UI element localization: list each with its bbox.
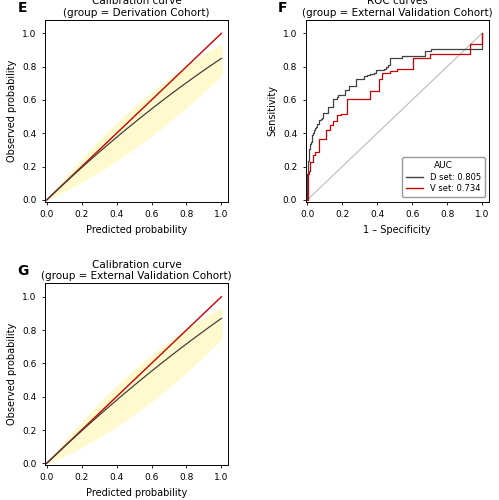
X-axis label: Predicted probability: Predicted probability [86,488,187,498]
Title: Calibration curve
(group = External Validation Cohort): Calibration curve (group = External Vali… [41,260,232,281]
X-axis label: Predicted probability: Predicted probability [86,224,187,234]
X-axis label: 1 – Specificity: 1 – Specificity [363,224,431,234]
Text: E: E [17,1,27,15]
Y-axis label: Observed probability: Observed probability [6,323,16,426]
Y-axis label: Observed probability: Observed probability [6,60,16,162]
Text: G: G [17,264,29,278]
Text: F: F [278,1,287,15]
Y-axis label: Sensitivity: Sensitivity [267,86,277,136]
Title: Calibration curve
(group = Derivation Cohort): Calibration curve (group = Derivation Co… [63,0,210,18]
Title: ROC curves
(group = External Validation Cohort): ROC curves (group = External Validation … [302,0,493,18]
Legend: D set: 0.805, V set: 0.734: D set: 0.805, V set: 0.734 [402,157,485,198]
